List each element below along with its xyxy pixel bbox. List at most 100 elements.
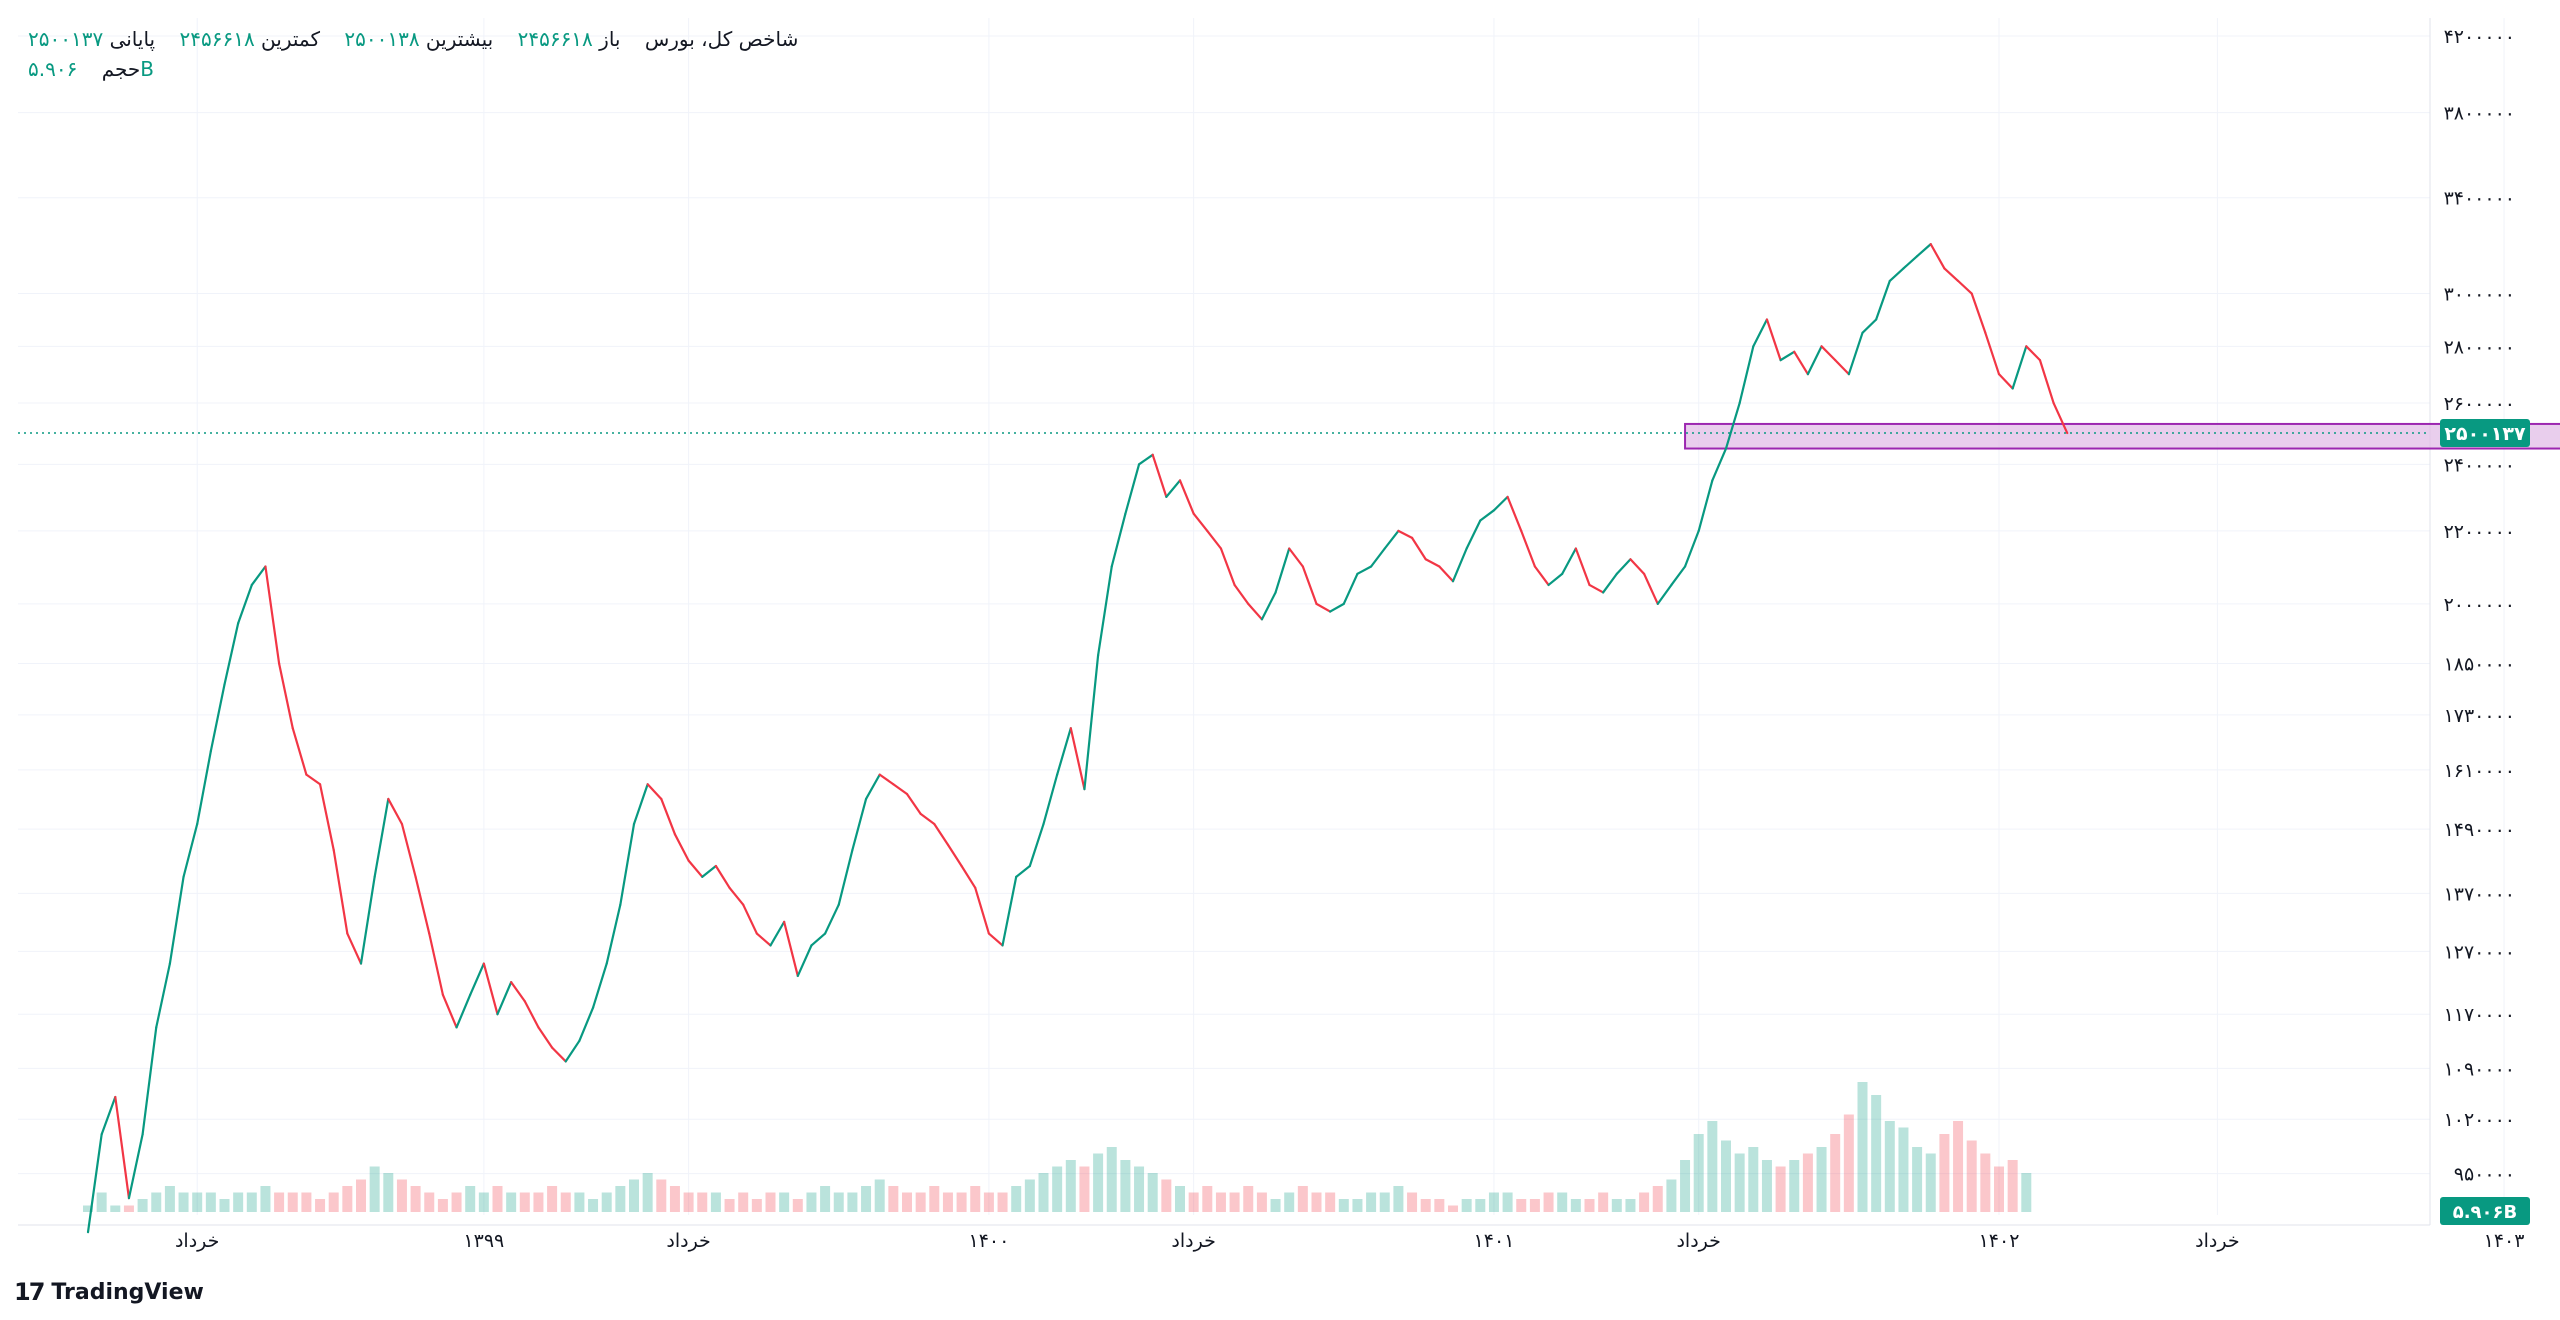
price-segment	[591, 962, 608, 1009]
price-segment	[564, 1039, 581, 1063]
price-segment	[537, 1026, 554, 1049]
volume-bar	[451, 1192, 462, 1212]
price-segment	[1943, 267, 1960, 282]
legend-ohlc-row: شاخص کل، بورس باز ۲۴۵۶۶۱۸ بیشترین ۲۵۰۰۱۳…	[28, 24, 798, 54]
price-segment	[373, 797, 390, 878]
price-segment	[1656, 583, 1673, 605]
volume-bar	[260, 1186, 271, 1212]
price-segment	[987, 932, 1004, 947]
price-segment	[742, 903, 758, 935]
price-segment	[769, 920, 786, 947]
volume-bar	[1475, 1199, 1486, 1212]
volume-bar	[847, 1192, 858, 1212]
y-tick-label: ۲۰۰۰۰۰۰	[2444, 594, 2515, 616]
y-tick-label: ۱۱۷۰۰۰۰	[2444, 1004, 2515, 1026]
volume-bar	[1557, 1192, 1568, 1212]
volume-bar	[1639, 1192, 1650, 1212]
volume-bar	[1243, 1186, 1254, 1212]
price-segment	[1028, 822, 1045, 868]
price-segment	[1615, 558, 1632, 575]
volume-bar	[956, 1192, 967, 1212]
price-segment	[1779, 350, 1796, 362]
price-segment	[496, 981, 513, 1016]
y-tick-label: ۳۰۰۰۰۰۰	[2444, 284, 2515, 306]
price-segment	[359, 875, 376, 965]
volume-bar	[683, 1192, 694, 1212]
volume-bar	[1939, 1134, 1950, 1212]
volume-bar	[942, 1192, 953, 1212]
volume-bar	[1229, 1192, 1240, 1212]
volume-bar	[1270, 1199, 1281, 1212]
volume-bar	[1038, 1173, 1049, 1212]
volume-bar	[1147, 1173, 1158, 1212]
volume-bar	[1598, 1192, 1609, 1212]
price-segment	[1793, 350, 1810, 376]
volume-bar	[1065, 1160, 1076, 1212]
price-segment	[250, 565, 267, 587]
volume-bar	[861, 1186, 872, 1212]
volume-bar	[710, 1192, 721, 1212]
volume-bar	[642, 1173, 653, 1212]
price-segment	[305, 773, 322, 786]
x-tick-label: خرداد	[1676, 1230, 1720, 1252]
volume-bar	[533, 1192, 544, 1212]
volume-bar	[1953, 1121, 1964, 1212]
volume-bar	[1488, 1192, 1499, 1212]
volume-bar	[2021, 1173, 2032, 1212]
last-price-badge	[2440, 419, 2530, 448]
volume-bar	[465, 1186, 476, 1212]
volume-bar	[328, 1192, 339, 1212]
volume-bar	[1093, 1153, 1104, 1212]
volume-bar	[192, 1192, 203, 1212]
volume-bar	[1393, 1186, 1404, 1212]
price-segment	[851, 797, 868, 852]
price-segment	[714, 864, 731, 889]
price-segment	[619, 822, 636, 906]
price-segment	[1233, 583, 1250, 605]
volume-bar	[1011, 1186, 1022, 1212]
volume-bar	[478, 1192, 489, 1212]
price-segment	[278, 662, 294, 730]
price-segment	[578, 1006, 595, 1042]
volume-bar	[1652, 1186, 1663, 1212]
price-segment	[1356, 565, 1373, 575]
price-segment	[687, 859, 704, 878]
price-segment	[755, 932, 772, 947]
volume-bar	[1721, 1140, 1731, 1212]
x-tick-label: خرداد	[175, 1230, 219, 1252]
price-segment	[701, 864, 718, 878]
legend-close-value: ۲۵۰۰۱۳۷	[28, 27, 104, 51]
x-tick-label: خرداد	[1171, 1230, 1215, 1252]
volume-bar	[301, 1192, 312, 1212]
volume-bar	[765, 1192, 776, 1212]
volume-bar	[424, 1192, 435, 1212]
price-segment	[1247, 602, 1264, 621]
price-segment	[264, 565, 281, 665]
legend-open-label: باز	[599, 27, 621, 51]
price-segment	[1970, 292, 1987, 334]
legend-volume-row: حجم ۵.۹۰۶B	[28, 54, 798, 84]
tradingview-brand[interactable]: 17 TradingView	[14, 1278, 204, 1306]
volume-bar	[1789, 1160, 1800, 1212]
price-segment	[1697, 479, 1714, 533]
volume-bar	[1707, 1121, 1718, 1212]
volume-bar	[1188, 1192, 1199, 1212]
price-segment	[428, 932, 444, 996]
volume-bar	[519, 1192, 530, 1212]
price-segment	[1875, 279, 1891, 321]
y-tick-label: ۴۲۰۰۰۰۰	[2444, 26, 2515, 48]
price-segment	[1274, 547, 1291, 594]
volume-bar	[1857, 1082, 1868, 1212]
price-segment	[1561, 547, 1577, 575]
volume-bar	[1516, 1199, 1527, 1212]
volume-bar	[1311, 1192, 1322, 1212]
price-segment	[728, 886, 745, 906]
legend-symbol[interactable]: شاخص کل، بورس	[644, 27, 799, 51]
price-segment	[1151, 453, 1168, 498]
price-segment	[414, 875, 431, 935]
volume-bar	[2007, 1160, 2018, 1212]
price-segment	[864, 773, 881, 801]
price-segment	[1629, 558, 1646, 575]
y-tick-label: ۱۰۹۰۰۰۰	[2444, 1058, 2515, 1080]
